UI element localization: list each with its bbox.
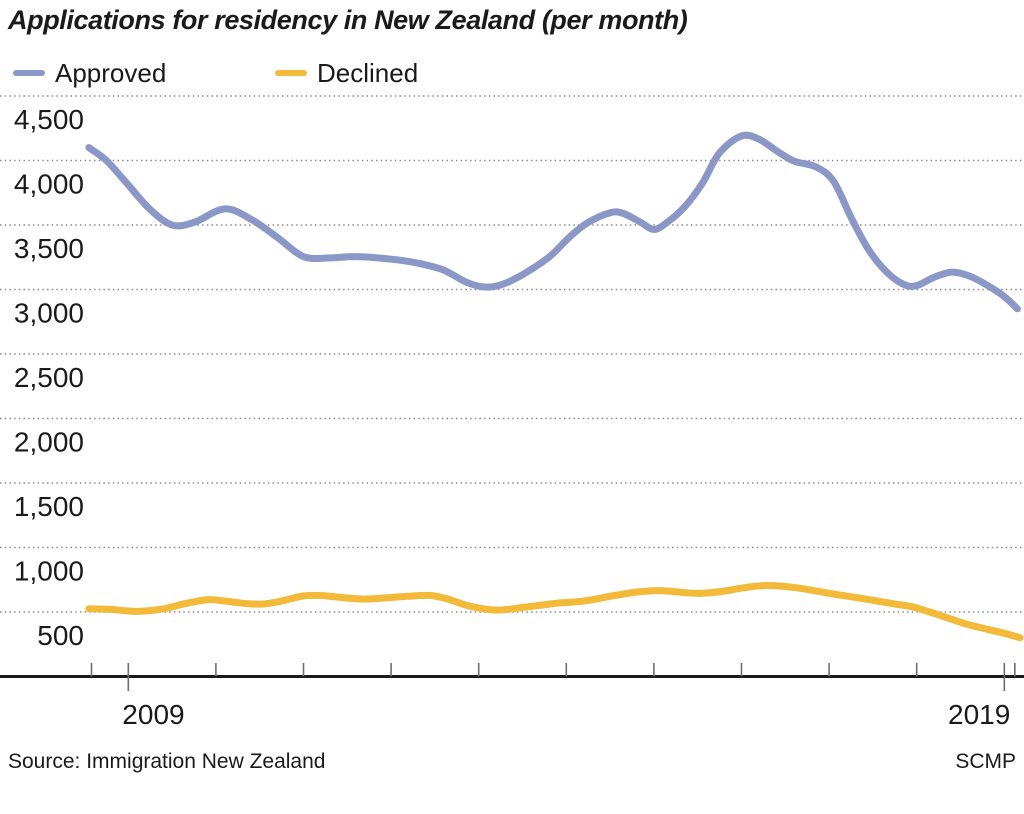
- y-axis-labels-group: 500 1,000 1,500 2,000 2,500 3,000 3,500 4,000 4,…: [14, 104, 84, 651]
- gridlines-group: [0, 95, 1024, 613]
- declined-line-swatch: [275, 70, 307, 76]
- approved-line: [85, 131, 1021, 313]
- y-axis-label: 2,500: [14, 362, 84, 393]
- legend: Approved Declined: [0, 58, 1024, 88]
- y-axis-label: 1,500: [14, 491, 84, 522]
- series-group: [85, 131, 1024, 642]
- legend-label-declined: Declined: [317, 58, 419, 88]
- source-text: Source: Immigration New Zealand: [8, 750, 326, 773]
- legend-item-approved: Approved: [13, 58, 166, 88]
- y-axis-label: 3,000: [14, 298, 84, 329]
- x-axis-group: 2009 2019: [0, 663, 1024, 730]
- y-axis-label: 500: [37, 620, 84, 651]
- x-axis-label-right: 2019: [948, 699, 1010, 730]
- legend-item-declined: Declined: [275, 58, 418, 88]
- y-axis-label: 4,500: [14, 104, 84, 135]
- y-axis-label: 1,000: [14, 556, 84, 587]
- y-axis-label: 3,500: [14, 233, 84, 264]
- y-axis-label: 4,000: [14, 169, 84, 200]
- x-axis-label-left: 2009: [122, 699, 184, 730]
- chart-title: Applications for residency in New Zealan…: [8, 5, 688, 35]
- declined-line: [85, 582, 1024, 642]
- y-axis-label: 2,000: [14, 427, 84, 458]
- credit-text: SCMP: [955, 750, 1016, 773]
- legend-label-approved: Approved: [55, 58, 167, 88]
- approved-line-swatch: [13, 70, 45, 76]
- footer: Source: Immigration New Zealand SCMP: [0, 750, 1024, 780]
